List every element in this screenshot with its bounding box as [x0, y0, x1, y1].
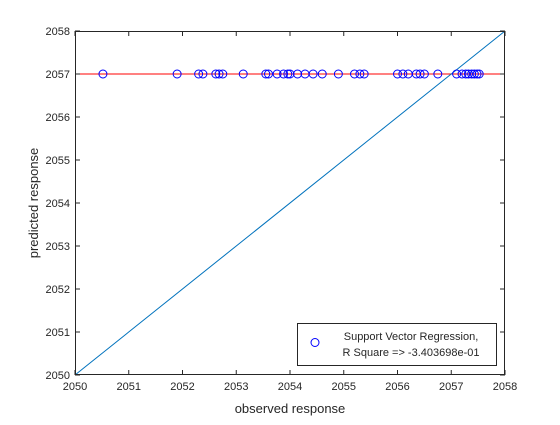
x-tick-label: 2058	[493, 381, 517, 393]
x-tick-label: 2056	[385, 381, 409, 393]
y-tick-label: 2052	[46, 284, 70, 296]
x-tick-label: 2053	[224, 381, 248, 393]
y-tick-label: 2055	[46, 155, 70, 167]
x-tick-label: 2054	[278, 381, 302, 393]
y-tick-label: 2056	[46, 112, 70, 124]
legend-entry-label: Support Vector Regression,	[344, 331, 479, 343]
y-tick-label: 2057	[46, 69, 70, 81]
legend: Support Vector Regression, R Square => -…	[298, 324, 497, 366]
y-tick-label: 2054	[46, 198, 70, 210]
y-tick-label: 2050	[46, 370, 70, 382]
x-tick-label: 2052	[170, 381, 194, 393]
x-tick-label: 2055	[332, 381, 356, 393]
y-tick-label: 2051	[46, 327, 70, 339]
x-tick-label: 2057	[439, 381, 463, 393]
legend-box	[298, 324, 497, 366]
x-tick-label: 2050	[63, 381, 87, 393]
y-tick-label: 2058	[46, 26, 70, 38]
y-tick-label: 2053	[46, 241, 70, 253]
x-tick-label: 2051	[117, 381, 141, 393]
x-axis-label: observed response	[235, 401, 346, 416]
y-axis-label: predicted response	[26, 148, 41, 259]
legend-entry-r-square: R Square => -3.403698e-01	[343, 347, 480, 359]
